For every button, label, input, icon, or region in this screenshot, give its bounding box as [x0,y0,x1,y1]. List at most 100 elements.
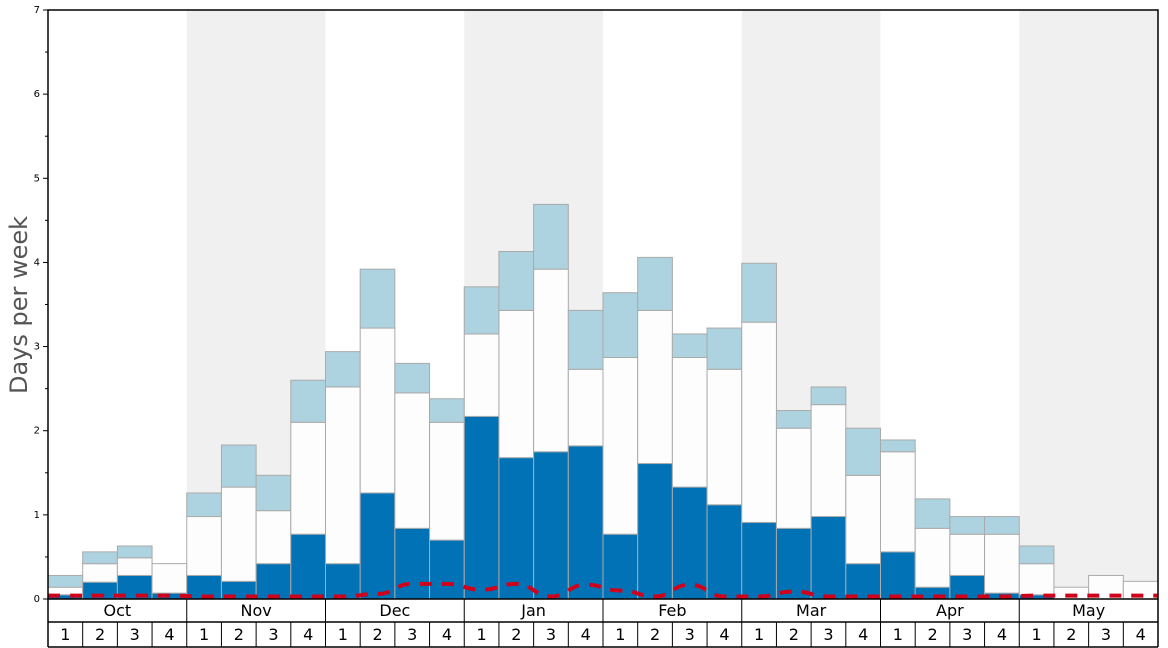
week-label: 4 [164,625,174,644]
bar-segment-light [741,262,777,323]
week-label: 2 [372,625,382,644]
week-label: 2 [1066,625,1076,644]
week-label: 3 [823,625,833,644]
bar-segment-light [429,398,465,423]
bar-segment-light [533,203,569,270]
bar-segment-dark [602,533,639,600]
week-label: 4 [303,625,313,644]
month-label: Apr [936,601,964,620]
bar-segment-white [394,392,431,529]
week-label: 2 [927,625,937,644]
bar-segment-dark [671,486,708,600]
bar-segment-dark [567,445,604,600]
week-label: 4 [858,625,868,644]
y-tick-label: 0 [34,594,40,605]
week-label: 3 [130,625,140,644]
x-axis: Oct Nov Dec Jan Feb Mar Apr May 1 2 3 4 1 2 3 4 1 2 3 4 1 2 3 4… [47,599,1159,648]
bar-segment-light [602,292,639,359]
bars [47,203,1159,600]
week-label: 1 [893,625,903,644]
bar-segment-light [706,327,743,370]
y-axis: 0 1 2 3 4 5 6 7 [34,5,48,605]
y-tick-label: 1 [34,510,40,521]
week-label: 3 [546,625,556,644]
week-label: 1 [615,625,625,644]
bar-segment-light [914,498,951,529]
bar-segment-white [706,368,743,506]
y-axis-label: Days per week [5,216,33,394]
bar-segment-white [325,386,361,565]
bar-segment-dark [429,539,465,600]
bar-segment-white [602,357,639,535]
bar-segment-dark [463,415,500,600]
bar-segment-white [741,321,777,523]
y-tick-label: 3 [34,342,40,353]
week-label: 3 [1101,625,1111,644]
bar-segment-white [949,533,986,576]
bar-segment-light [82,551,118,565]
bar-segment-white [567,368,604,447]
bar-segment-dark [845,563,881,600]
bar-segment-dark [255,563,292,600]
bar-segment-light [186,492,222,518]
week-label: 4 [442,625,452,644]
week-label: 1 [1032,625,1042,644]
bar-segment-light [220,444,257,488]
bar-segment-dark [498,457,535,600]
bar-segment-dark [880,551,916,600]
bar-segment-light [880,439,916,453]
month-label: Mar [796,601,827,620]
bar-segment-white [116,557,153,576]
month-label: May [1072,601,1105,620]
bar-segment-light [255,474,292,512]
week-label: 2 [234,625,244,644]
bar-segment-dark [810,516,847,600]
month-label: Nov [241,601,272,620]
week-label: 4 [719,625,729,644]
y-tick-label: 2 [34,426,40,437]
week-label: 4 [997,625,1007,644]
bar-segment-light [810,386,847,406]
bar-segment-dark [741,521,777,600]
bar-segment-white [82,563,118,583]
bar-segment-dark [637,463,673,600]
y-tick-label: 5 [34,173,40,184]
bar-segment-white [810,404,847,518]
month-label: Feb [658,601,686,620]
bar-segment-light [637,256,673,311]
week-label: 4 [1136,625,1146,644]
week-label: 3 [407,625,417,644]
y-tick-label: 6 [34,89,40,100]
bar-segment-white [359,327,396,494]
bar-segment-light [949,516,986,535]
week-label: 1 [60,625,70,644]
bar-segment-dark [290,533,326,600]
week-label: 2 [511,625,521,644]
month-shade [1019,10,1158,599]
bar-segment-white [775,427,812,529]
bar-segment-white [1018,563,1055,596]
bar-segment-light [671,333,708,359]
y-tick-label: 7 [34,5,40,16]
week-label: 2 [95,625,105,644]
week-label: 3 [685,625,695,644]
bar-segment-light [359,268,396,329]
dashed-line [48,581,1158,599]
week-label: 4 [581,625,591,644]
bar-segment-white [533,268,569,453]
bar-segment-white [914,527,951,588]
bar-segment-white [845,474,881,565]
month-label: Dec [379,601,410,620]
dashed-series-line [48,581,1158,599]
bar-segment-light [1018,545,1055,565]
bar-segment-white [255,510,292,565]
bar-segment-light [116,545,153,559]
bar-segment-white [186,516,222,576]
bar-segment-light [290,379,326,423]
bar-segment-light [463,286,500,335]
bar-segment-light [325,351,361,388]
month-label: Jan [520,601,546,620]
bar-segment-light [567,309,604,370]
y-tick-label: 4 [34,257,40,268]
